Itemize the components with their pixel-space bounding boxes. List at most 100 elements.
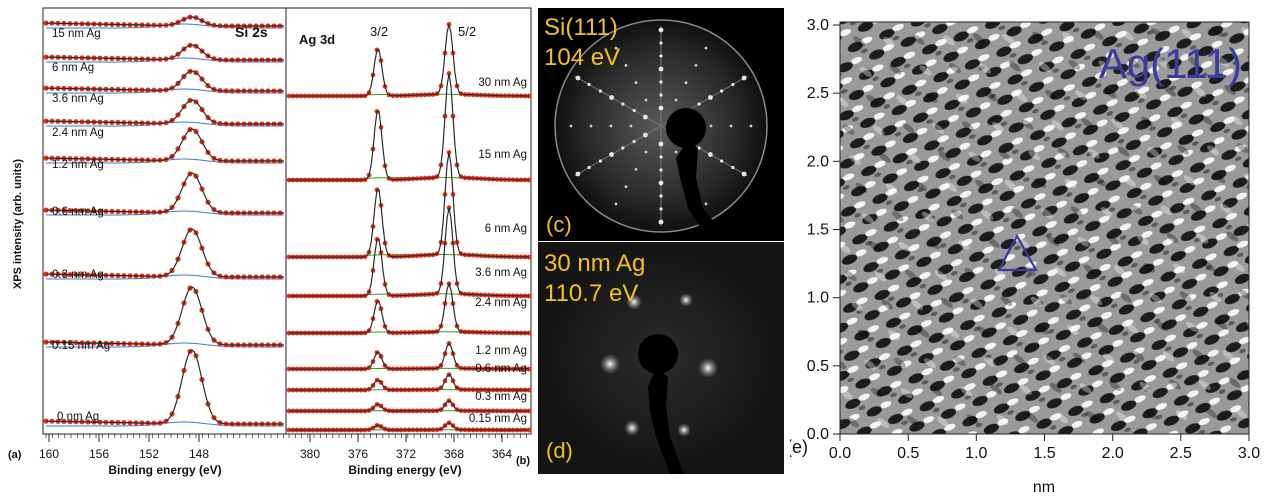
spectrum-label: 0.3 nm Ag [52, 269, 104, 281]
leed-spot [609, 152, 614, 157]
y-tick-label: 2.0 [807, 153, 829, 170]
leed-spot [694, 64, 698, 67]
x-tick-label: 368 [444, 447, 464, 461]
leed-spot [632, 139, 636, 144]
leed-panel-c: Si(111) 104 eV (c) [538, 8, 784, 241]
stm-panel-e: Ag(111) 0.0 0.5 1.0 1.5 2.0 2.5 3.0 0.0 0.5 1.0 1.… [790, 17, 1260, 496]
x-tick-label: 152 [139, 447, 159, 461]
leed-spot [589, 124, 593, 128]
leed-spot [708, 152, 713, 157]
triangle-marker-icon [997, 233, 1038, 272]
peak-label-5-2: 5/2 [458, 24, 476, 39]
gun-holder-shadow [676, 140, 728, 240]
leed-spot [587, 82, 591, 87]
gun-holder-shadow [648, 368, 684, 474]
leed-spot [741, 171, 747, 177]
leed-spot [624, 64, 628, 67]
leed-spot [643, 114, 648, 120]
fit-curve [46, 286, 284, 346]
x-tick-label: 0.0 [829, 445, 851, 462]
stm-image [840, 22, 1249, 434]
panel-d-label: (d) [546, 438, 573, 463]
fit-curve [46, 172, 284, 214]
leed-spot [674, 150, 678, 154]
x-tick-label: 148 [189, 447, 209, 461]
panel-e-label: (e) [790, 437, 808, 457]
leed-spot [658, 180, 664, 186]
leed-pattern-d [538, 242, 784, 474]
leed-spot [587, 165, 591, 170]
spectrum-label: 0.15 nm Ag [52, 340, 110, 352]
y-tick-label: 1.5 [807, 222, 829, 239]
leed-spot [659, 41, 663, 45]
x-tick-label: 380 [300, 447, 320, 461]
leed-spot [632, 108, 636, 113]
leed-spot [720, 159, 724, 163]
leed-spots [569, 27, 753, 225]
leed-spot [674, 98, 678, 102]
y-tick-label: 0.0 [807, 426, 829, 443]
panel-a-spectra: 15 nm Ag 6 nm Ag 3.6 nm Ag 2.4 nm Ag 1.2 nm … [43, 14, 284, 427]
leed-spot [709, 124, 713, 128]
leed-spot [658, 27, 664, 33]
spectrum-label: 0.15 nm Ag [469, 413, 527, 425]
leed-spot [624, 185, 628, 189]
xps-axes: 160 156 152 148 380 376 372 368 364 [39, 434, 527, 461]
leed-spot [720, 89, 724, 93]
spectrum-label: 15 nm Ag [52, 28, 101, 40]
fit-curve [46, 44, 284, 61]
spectrum-label: 30 nm Ag [478, 77, 527, 89]
fit-curve [289, 207, 529, 297]
stm-x-axis-label: nm [1033, 479, 1055, 496]
leed-spot [658, 219, 664, 225]
leed-spot [659, 168, 663, 172]
fit-curve [289, 152, 530, 258]
spectrum-label: 3.6 nm Ag [52, 93, 104, 105]
spectrum-label: 0.3 nm Ag [475, 391, 527, 403]
panel-c-label: (c) [546, 212, 572, 237]
leed-spot [621, 102, 625, 106]
leed-spot [658, 105, 664, 111]
x-tick-label: 376 [348, 447, 368, 461]
x-tick-label: 0.5 [897, 445, 919, 462]
spectrum-label: 0 nm Ag [57, 411, 99, 423]
spectrum-label: 1.2 nm Ag [52, 159, 104, 171]
leed-spot [659, 80, 663, 84]
y-axis-label: XPS intensity (arb. units) [12, 159, 24, 290]
leed-spot [644, 150, 648, 154]
leed-spot [644, 98, 648, 102]
x-tick-label: 3.0 [1238, 445, 1260, 462]
leed-spot [575, 75, 581, 81]
leed-spot [634, 167, 638, 171]
leed-c-energy: 104 eV [544, 44, 621, 71]
x-tick-label: 2.0 [1102, 445, 1124, 462]
leed-spot [609, 124, 613, 128]
fit-curve [46, 70, 284, 92]
leed-spot [658, 141, 664, 147]
x-tick-label: 160 [39, 447, 59, 461]
panel-b-label: (b) [516, 455, 530, 467]
x-tick-label: 1.0 [965, 445, 987, 462]
leed-spot [658, 66, 664, 72]
spectrum-label: 6 nm Ag [485, 223, 527, 235]
fit-curve [289, 373, 529, 391]
y-tick-label: 1.0 [807, 290, 829, 307]
fit-curve [289, 422, 529, 431]
xps-figure: 15 nm Ag 6 nm Ag 3.6 nm Ag 2.4 nm Ag 1.2 nm … [8, 7, 532, 477]
leed-spot [697, 146, 701, 150]
leed-spot [659, 155, 663, 159]
panel-a-label: (a) [8, 449, 22, 461]
spectrum-label: 6 nm Ag [52, 62, 94, 74]
fit-curve [289, 73, 530, 181]
leed-d-spots [600, 293, 718, 437]
spectrum-label: 1.2 nm Ag [475, 345, 527, 357]
electron-gun-shadow [638, 334, 678, 374]
spectrum-label: 15 nm Ag [478, 149, 527, 161]
panel-a-core-level: Si 2s [235, 24, 268, 40]
y-tick-label: 3.0 [807, 17, 829, 34]
leed-spot [684, 81, 688, 85]
panel-b-frame [285, 7, 532, 435]
leed-spot [659, 54, 663, 58]
leed-spot [697, 102, 701, 106]
leed-spot [598, 89, 602, 93]
